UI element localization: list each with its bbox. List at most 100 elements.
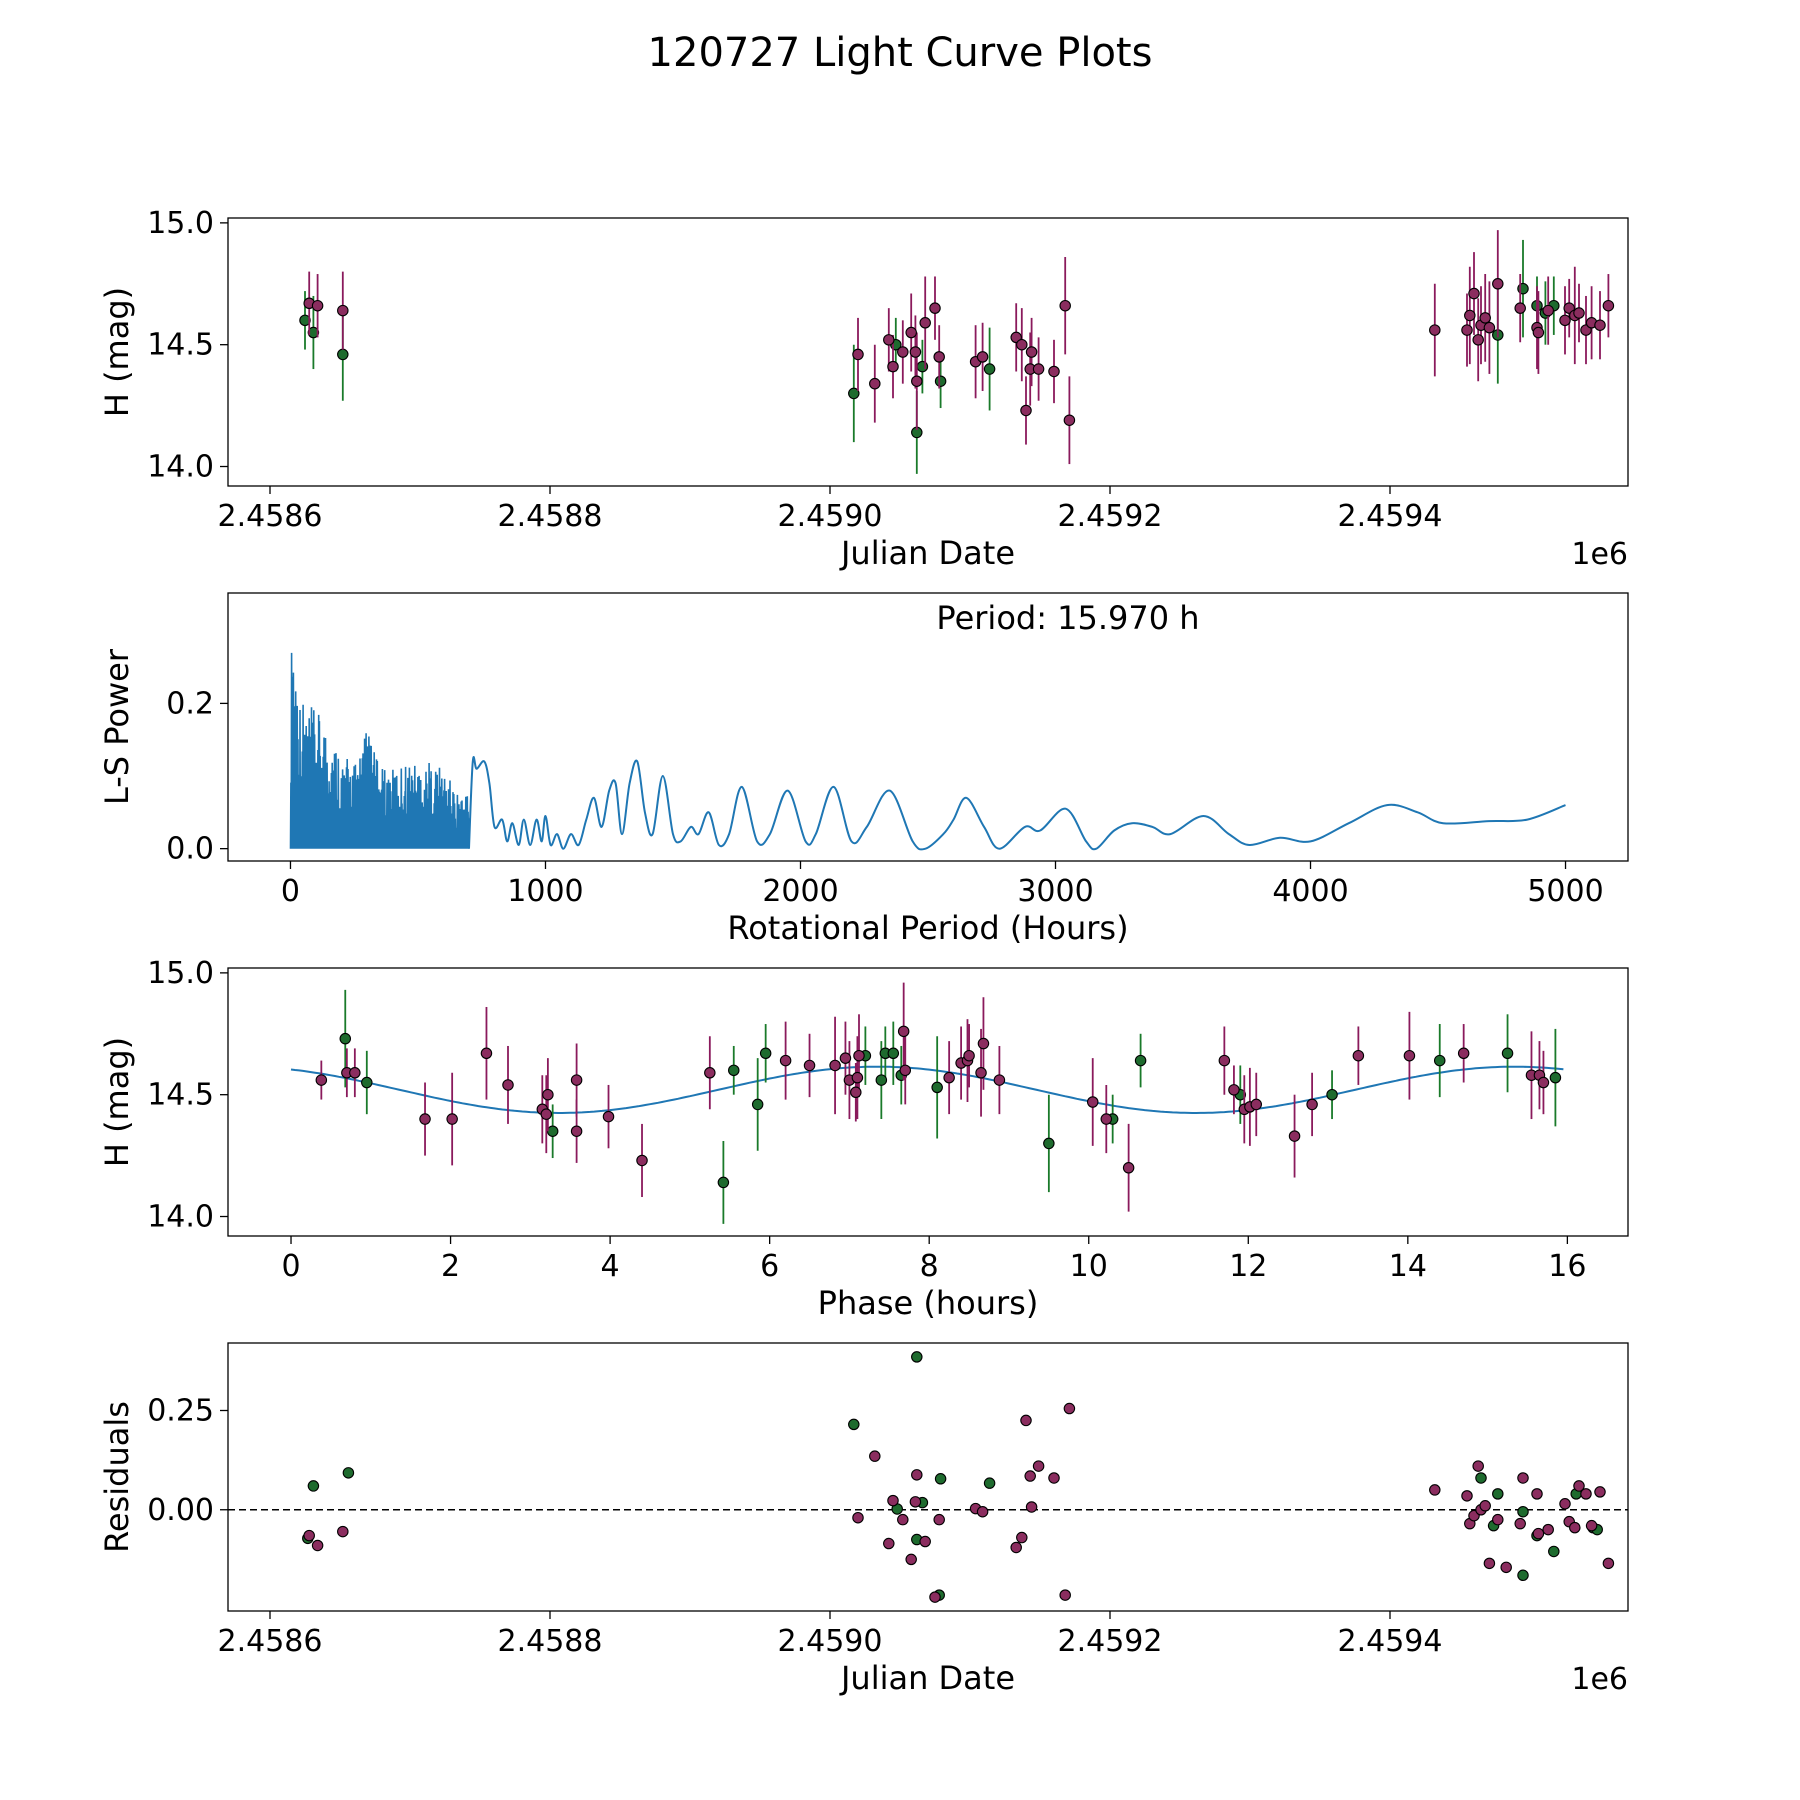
x-tick-label: 1000 xyxy=(507,874,583,909)
x-tick-label: 2.4590 xyxy=(778,1624,883,1659)
data-point-green xyxy=(337,348,349,361)
y-tick-label: 0.0 xyxy=(166,832,214,867)
data-point-purple xyxy=(602,1110,615,1123)
data-point-purple xyxy=(1573,1480,1585,1492)
data-point-green xyxy=(1433,1054,1446,1067)
data-point-purple xyxy=(1025,1501,1038,1513)
x-tick-label: 5000 xyxy=(1527,874,1603,909)
data-point-purple xyxy=(1020,1414,1032,1427)
data-point-purple xyxy=(1288,1130,1301,1142)
x-offset-label: 1e6 xyxy=(1571,537,1628,572)
data-point-purple xyxy=(905,326,917,339)
data-point-purple xyxy=(887,1494,899,1507)
x-tick-label: 2.4586 xyxy=(218,1624,323,1659)
data-point-purple xyxy=(1063,414,1076,426)
y-tick-label: 0.2 xyxy=(166,686,214,721)
data-point-green xyxy=(911,1351,923,1363)
x-tick-label: 2.4592 xyxy=(1058,499,1163,534)
data-point-purple xyxy=(1020,404,1032,417)
data-point-purple xyxy=(899,1064,912,1077)
data-point-purple xyxy=(1542,304,1554,317)
data-point-green xyxy=(717,1176,730,1189)
data-point-purple xyxy=(963,1049,975,1062)
data-point-purple xyxy=(542,1088,554,1101)
data-point-purple xyxy=(1537,1076,1550,1089)
data-point-purple xyxy=(977,1037,990,1050)
x-tick-label: 2.4586 xyxy=(218,499,323,534)
data-point-purple xyxy=(1457,1047,1470,1060)
data-point-purple xyxy=(1228,1084,1240,1096)
data-point-purple xyxy=(909,1496,922,1508)
data-point-green xyxy=(934,375,947,387)
y-tick-label: 14.0 xyxy=(147,1200,214,1235)
data-point-purple xyxy=(1514,1517,1526,1530)
data-point-purple xyxy=(1532,326,1545,339)
x-tick-label: 2.4592 xyxy=(1058,1624,1163,1659)
axes-frame xyxy=(227,1342,1629,1612)
phased-lightcurve-panel: 0 2 4 6 8 10 12 14 16 14.0 14.5 15.0 Phase (hours) H … xyxy=(98,956,1629,1322)
data-point-purple xyxy=(909,346,922,358)
x-tick-label: 4 xyxy=(601,1249,620,1284)
data-point-purple xyxy=(1594,1486,1606,1498)
x-tick-label: 2.4588 xyxy=(498,499,603,534)
data-point-purple xyxy=(1461,324,1473,336)
data-point-green xyxy=(934,1473,947,1485)
data-point-purple xyxy=(883,334,895,346)
data-point-green xyxy=(546,1125,559,1137)
data-point-purple xyxy=(933,1513,945,1526)
figure-title: 120727 Light Curve Plots xyxy=(648,30,1153,76)
fit-curve xyxy=(290,1065,1564,1114)
data-point-purple xyxy=(1500,1561,1512,1574)
data-point-purple xyxy=(1063,1402,1076,1415)
data-point-purple xyxy=(779,1054,792,1067)
data-point-purple xyxy=(315,1074,328,1086)
data-point-purple xyxy=(1483,321,1496,334)
data-point-green xyxy=(983,363,996,375)
data-point-purple xyxy=(1517,1472,1529,1484)
data-point-purple xyxy=(1010,1541,1022,1554)
data-point-purple xyxy=(1016,338,1028,351)
data-point-purple xyxy=(636,1154,648,1167)
data-point-green xyxy=(759,1047,772,1060)
data-point-purple xyxy=(1585,1519,1598,1532)
data-point-purple xyxy=(887,360,899,373)
data-point-green xyxy=(1134,1054,1147,1067)
lightcurve-panel: 2.4586 2.4588 2.4590 2.4592 2.4594 14.0 14.5 15… xyxy=(98,206,1629,572)
data-point-purple xyxy=(1250,1098,1263,1111)
plot-area xyxy=(299,230,1615,474)
x-offset-label: 1e6 xyxy=(1571,1662,1628,1697)
data-point-purple xyxy=(1429,324,1441,336)
x-tick-label: 2 xyxy=(441,1249,460,1284)
axes-frame xyxy=(227,592,1629,862)
data-point-purple xyxy=(1492,1513,1504,1526)
data-point-purple xyxy=(1472,334,1484,346)
periodogram-panel: 0 1000 2000 3000 4000 5000 0.0 0.2 Rotational Pe… xyxy=(98,592,1629,947)
data-point-purple xyxy=(446,1113,458,1125)
data-point-purple xyxy=(1492,278,1504,290)
data-point-green xyxy=(875,1074,888,1086)
y-tick-label: 0.00 xyxy=(147,1493,214,1528)
plot-area xyxy=(228,1351,1628,1603)
data-point-green xyxy=(307,1480,320,1492)
data-point-green xyxy=(1549,1071,1562,1084)
data-point-purple xyxy=(1352,1049,1365,1062)
data-point-purple xyxy=(1542,1523,1554,1536)
x-tick-label: 4000 xyxy=(1272,874,1348,909)
data-point-purple xyxy=(1479,312,1491,324)
period-annotation: Period: 15.970 h xyxy=(936,599,1199,637)
data-point-purple xyxy=(337,1525,349,1538)
data-point-purple xyxy=(852,1511,864,1524)
data-point-purple xyxy=(1532,1527,1545,1540)
y-tick-label: 15.0 xyxy=(147,206,214,241)
data-point-green xyxy=(1326,1088,1338,1101)
x-tick-label: 8 xyxy=(920,1249,939,1284)
data-point-purple xyxy=(311,299,324,312)
data-point-purple xyxy=(850,1086,862,1099)
data-point-green xyxy=(728,1064,740,1077)
periodogram-forest-line xyxy=(289,652,470,849)
data-point-purple xyxy=(1218,1054,1231,1067)
x-tick-label: 2.4588 xyxy=(498,1624,603,1659)
data-point-purple xyxy=(1016,1531,1028,1544)
data-point-green xyxy=(983,1477,996,1489)
data-point-purple xyxy=(1479,1500,1491,1512)
